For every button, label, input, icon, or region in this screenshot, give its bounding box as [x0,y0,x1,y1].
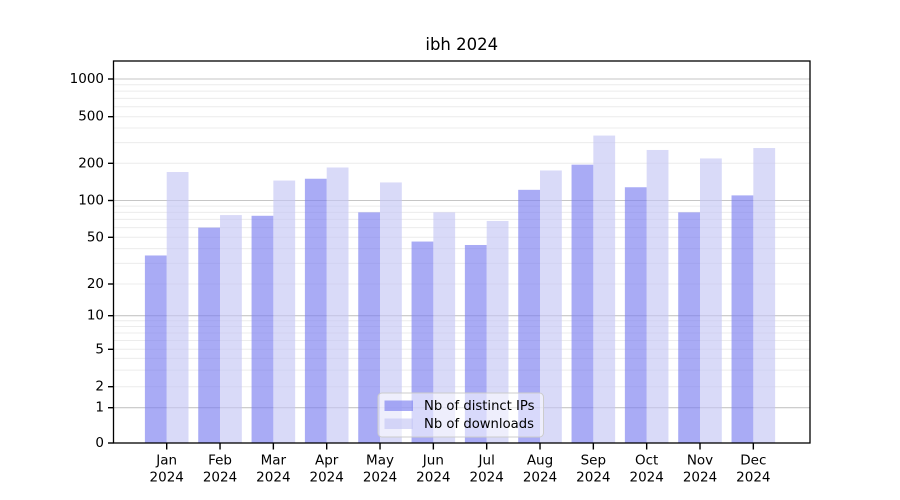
y-tick-label-100: 100 [78,193,104,209]
x-tick-label-year-dec: 2024 [736,470,770,486]
bar-downloads-may [380,182,402,443]
y-tick-label-0: 0 [95,435,104,451]
bar-distinct-ips-apr [304,178,327,444]
x-tick-label-year-jun: 2024 [416,470,450,486]
x-tick-label-month-apr: Apr [315,453,339,469]
legend-swatch-downloads [384,418,413,429]
x-tick-label-year-apr: 2024 [310,470,344,486]
bar-distinct-ips-dec [731,195,754,443]
bar-downloads-jan [166,172,189,444]
bar-distinct-ips-sep [571,164,594,444]
x-tick-label-month-jan: Jan [155,453,177,469]
x-tick-label-year-feb: 2024 [203,470,237,486]
x-tick-label-year-may: 2024 [363,470,397,486]
y-tick-label-1: 1 [95,400,104,416]
bar-downloads-dec [753,148,776,443]
x-tick-label-month-nov: Nov [687,453,713,469]
bar-downloads-jun [433,212,456,443]
x-tick-label-month-feb: Feb [208,453,232,469]
bar-distinct-ips-mar [251,215,274,443]
x-tick-label-year-nov: 2024 [683,470,717,486]
x-tick-label-year-oct: 2024 [629,470,663,486]
legend-box [377,392,544,438]
x-tick-label-year-sep: 2024 [576,470,610,486]
x-tick-label-year-jul: 2024 [470,470,504,486]
x-tick-label-month-may: May [366,453,394,469]
legend-label-distinct-ips: Nb of distinct IPs [424,399,535,414]
legend: Nb of distinct IPs Nb of downloads [377,392,544,438]
y-tick-label-5: 5 [95,341,104,357]
bar-downloads-apr [326,167,349,443]
bar-distinct-ips-nov [678,212,700,443]
y-axis: 0 1 2 5 10 20 50 100 200 500 1000 [70,71,114,451]
x-tick-label-year-mar: 2024 [256,470,290,486]
bar-downloads-sep [593,135,616,443]
x-tick-label-year-jan: 2024 [150,470,184,486]
x-tick-label-month-aug: Aug [527,453,553,469]
y-tick-label-10: 10 [87,308,104,324]
x-tick-label-year-aug: 2024 [523,470,557,486]
x-axis: Jan2024Feb2024Mar2024Apr2024May2024Jun20… [150,443,771,486]
chart-title: ibh 2024 [425,35,498,54]
x-tick-label-month-sep: Sep [581,453,606,469]
bar-downloads-nov [700,158,722,443]
x-tick-label-month-jun: Jun [422,453,444,469]
bar-distinct-ips-aug [518,189,541,443]
legend-label-downloads: Nb of downloads [424,417,534,432]
legend-swatch-distinct-ips [384,400,413,411]
bar-downloads-oct [646,149,669,443]
y-tick-label-50: 50 [87,229,104,245]
y-tick-label-20: 20 [87,276,104,292]
bar-downloads-jul [486,220,509,443]
bar-distinct-ips-oct [624,187,647,443]
x-tick-label-month-oct: Oct [635,453,658,469]
y-tick-label-2: 2 [95,379,104,395]
plot-border [112,60,811,444]
bars [144,135,776,444]
x-tick-label-month-mar: Mar [261,453,287,469]
y-tick-label-500: 500 [78,109,104,125]
bar-distinct-ips-feb [198,227,221,443]
bar-distinct-ips-may [358,212,381,443]
bar-downloads-aug [540,170,562,443]
bar-downloads-mar [273,180,296,443]
bar-distinct-ips-jan [144,255,167,443]
x-tick-label-month-dec: Dec [740,453,766,469]
x-tick-label-month-jul: Jul [478,453,495,469]
y-tick-label-200: 200 [78,155,104,171]
y-tick-label-1000: 1000 [70,71,104,87]
bar-downloads-feb [220,215,242,443]
